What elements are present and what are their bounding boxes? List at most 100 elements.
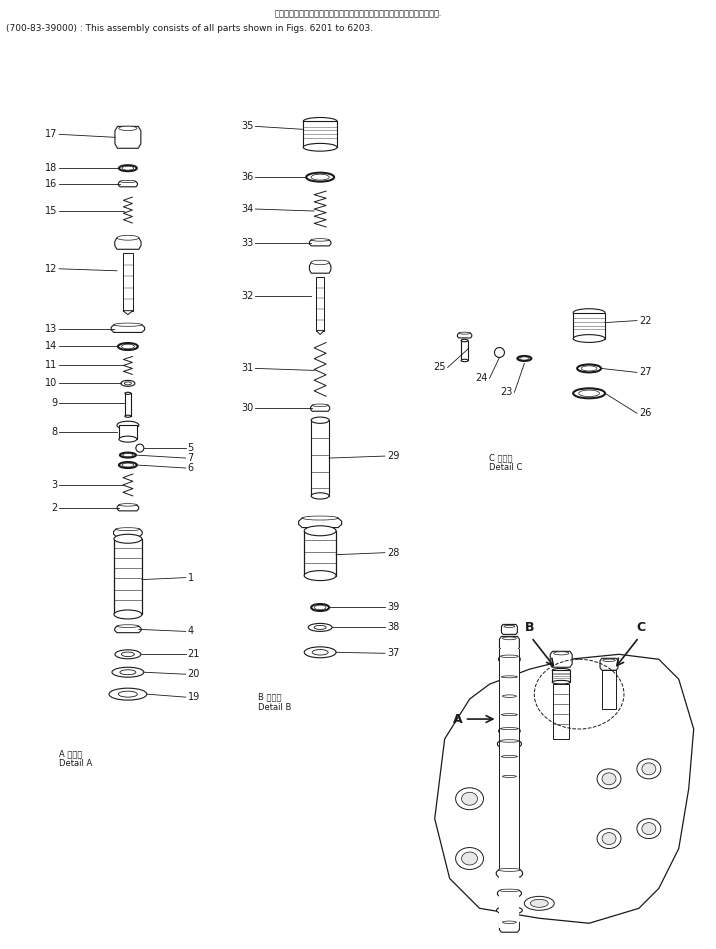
Polygon shape <box>111 325 145 332</box>
Ellipse shape <box>119 462 137 468</box>
Bar <box>574 312 605 339</box>
Text: 28: 28 <box>387 548 400 558</box>
Text: 4: 4 <box>188 626 194 637</box>
Text: 24: 24 <box>475 373 488 383</box>
Polygon shape <box>500 921 519 932</box>
Text: 16: 16 <box>45 179 57 189</box>
Ellipse shape <box>116 528 140 530</box>
Text: 13: 13 <box>45 324 57 333</box>
Ellipse shape <box>304 570 336 581</box>
Text: B: B <box>525 622 534 634</box>
Polygon shape <box>551 651 572 667</box>
Ellipse shape <box>114 323 142 326</box>
Ellipse shape <box>603 660 615 661</box>
Text: C: C <box>637 622 645 634</box>
Text: 32: 32 <box>241 290 253 301</box>
Text: 35: 35 <box>241 121 253 131</box>
Ellipse shape <box>303 143 337 151</box>
Text: 31: 31 <box>241 363 253 373</box>
Ellipse shape <box>581 365 597 371</box>
Ellipse shape <box>311 260 329 265</box>
Text: A 詳細図
Detail A: A 詳細図 Detail A <box>59 749 92 769</box>
Polygon shape <box>309 240 331 246</box>
Ellipse shape <box>496 906 523 914</box>
Ellipse shape <box>462 852 478 865</box>
Ellipse shape <box>518 356 531 361</box>
Text: 6: 6 <box>188 463 194 473</box>
Polygon shape <box>316 330 324 335</box>
Text: 7: 7 <box>188 453 194 463</box>
Circle shape <box>495 347 505 358</box>
Polygon shape <box>123 310 133 315</box>
Polygon shape <box>501 697 518 702</box>
Polygon shape <box>600 659 618 670</box>
Ellipse shape <box>504 625 515 627</box>
Ellipse shape <box>597 828 621 848</box>
Text: 22: 22 <box>639 316 652 326</box>
Ellipse shape <box>500 655 518 658</box>
Ellipse shape <box>308 623 332 631</box>
Text: 29: 29 <box>387 451 400 461</box>
Ellipse shape <box>498 868 521 871</box>
Ellipse shape <box>118 691 137 698</box>
Text: 17: 17 <box>45 129 57 140</box>
Text: 33: 33 <box>241 238 253 248</box>
Polygon shape <box>299 518 342 528</box>
Ellipse shape <box>503 908 516 912</box>
Ellipse shape <box>109 688 147 700</box>
Ellipse shape <box>314 625 326 629</box>
Polygon shape <box>114 530 142 536</box>
Ellipse shape <box>503 921 516 923</box>
Polygon shape <box>498 729 520 734</box>
Text: 34: 34 <box>241 204 253 214</box>
Polygon shape <box>311 405 329 411</box>
Polygon shape <box>458 333 472 338</box>
Ellipse shape <box>118 343 138 350</box>
Ellipse shape <box>117 235 139 240</box>
Ellipse shape <box>117 624 139 627</box>
Ellipse shape <box>574 388 605 399</box>
Ellipse shape <box>552 680 570 684</box>
Polygon shape <box>602 670 616 709</box>
Polygon shape <box>498 890 521 897</box>
Ellipse shape <box>552 668 570 672</box>
Ellipse shape <box>304 647 336 658</box>
Ellipse shape <box>119 126 137 131</box>
Ellipse shape <box>119 437 137 442</box>
Ellipse shape <box>524 897 554 910</box>
Ellipse shape <box>461 360 468 362</box>
Polygon shape <box>498 657 520 662</box>
Ellipse shape <box>602 832 616 845</box>
Ellipse shape <box>303 118 337 125</box>
Text: 39: 39 <box>387 603 399 612</box>
Ellipse shape <box>642 763 656 774</box>
Ellipse shape <box>461 340 468 342</box>
Ellipse shape <box>122 344 135 349</box>
Polygon shape <box>500 756 519 761</box>
Ellipse shape <box>462 792 478 805</box>
Text: 5: 5 <box>188 443 194 453</box>
Ellipse shape <box>120 453 136 457</box>
Text: 20: 20 <box>188 669 200 679</box>
Ellipse shape <box>501 714 518 716</box>
Text: 21: 21 <box>188 649 200 660</box>
Ellipse shape <box>304 526 336 536</box>
Text: 36: 36 <box>241 172 253 182</box>
Text: 9: 9 <box>51 399 57 408</box>
Polygon shape <box>115 126 141 148</box>
Polygon shape <box>316 277 324 330</box>
Ellipse shape <box>120 670 136 675</box>
Polygon shape <box>501 624 518 634</box>
Ellipse shape <box>579 390 599 397</box>
Ellipse shape <box>597 769 621 789</box>
Bar <box>119 425 137 439</box>
Text: 26: 26 <box>639 408 652 419</box>
Ellipse shape <box>125 392 131 395</box>
Text: C 詳細図
Detail C: C 詳細図 Detail C <box>490 453 523 473</box>
Ellipse shape <box>500 889 519 892</box>
Polygon shape <box>500 649 519 928</box>
Ellipse shape <box>503 775 516 777</box>
Ellipse shape <box>112 667 144 678</box>
Bar <box>303 121 337 147</box>
Polygon shape <box>501 776 518 781</box>
